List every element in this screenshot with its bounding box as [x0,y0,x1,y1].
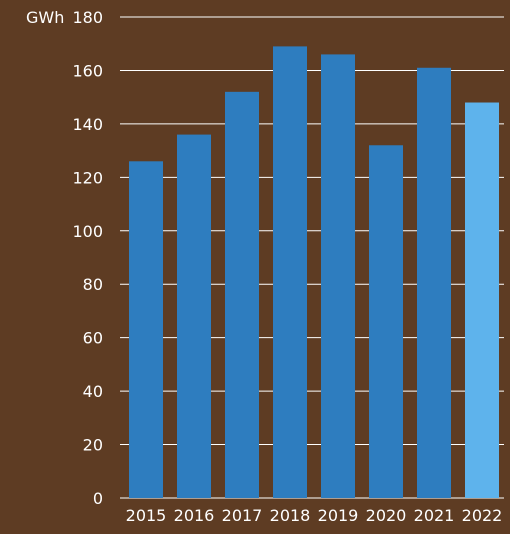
x-tick-label: 2018 [270,506,311,525]
x-axis-tick-labels: 2015 2016 2017 2018 2019 2020 2021 2022 [126,506,503,525]
bar-2020 [369,145,403,498]
x-tick-label: 2022 [462,506,503,525]
y-tick-label: 140 [72,115,103,134]
x-tick-label: 2016 [174,506,215,525]
bar-2016 [177,134,211,499]
y-tick-label: 20 [83,436,103,455]
bar-2019 [321,54,355,499]
y-tick-label: 180 [72,8,103,27]
bar-2021 [417,67,451,499]
y-tick-label: 60 [83,329,103,348]
y-tick-label: 80 [83,275,103,294]
y-tick-label: 120 [72,168,103,187]
x-tick-label: 2019 [318,506,359,525]
y-tick-label: 100 [72,222,103,241]
bars [129,46,499,499]
x-tick-label: 2017 [222,506,263,525]
y-axis-tick-labels: 0 20 40 60 80 100 120 140 160 180 [72,8,103,508]
x-tick-label: 2020 [366,506,407,525]
bar-2015 [129,161,163,499]
y-axis-unit-label: GWh [26,8,64,27]
x-tick-label: 2021 [414,506,455,525]
bar-2017 [225,91,259,499]
x-tick-label: 2015 [126,506,167,525]
y-tick-label: 40 [83,382,103,401]
bar-2022 [465,102,499,498]
y-tick-label: 0 [93,489,103,508]
y-tick-label: 160 [72,61,103,80]
bar-2018 [273,46,307,499]
